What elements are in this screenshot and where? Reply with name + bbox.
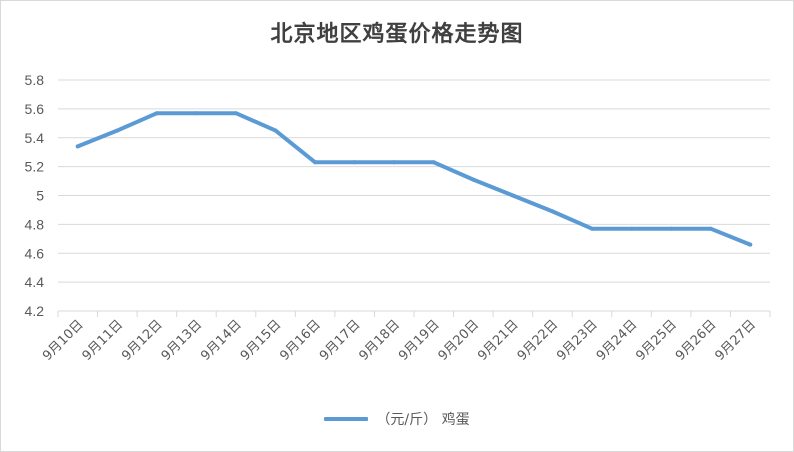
x-tick-label: 9月11日 bbox=[80, 317, 127, 364]
x-tick-label: 9月24日 bbox=[594, 317, 641, 364]
legend-label: （元/斤） 鸡蛋 bbox=[376, 412, 470, 428]
data-point bbox=[629, 226, 634, 231]
data-point bbox=[669, 226, 674, 231]
data-point bbox=[431, 160, 436, 165]
data-point bbox=[194, 111, 199, 116]
y-tick-label: 5.4 bbox=[25, 130, 45, 146]
x-tick-label: 9月21日 bbox=[475, 317, 522, 364]
x-tick-label: 9月25日 bbox=[633, 317, 680, 364]
data-point bbox=[154, 111, 159, 116]
data-point bbox=[392, 160, 397, 165]
y-tick-label: 5.6 bbox=[25, 101, 45, 117]
data-point bbox=[75, 144, 80, 149]
data-point bbox=[115, 128, 120, 133]
y-tick-label: 4.8 bbox=[25, 216, 45, 232]
data-point bbox=[590, 226, 594, 231]
x-tick-label: 9月16日 bbox=[277, 317, 324, 364]
x-tick-label: 9月13日 bbox=[159, 317, 206, 364]
data-point bbox=[234, 111, 238, 116]
x-tick-label: 9月23日 bbox=[554, 317, 601, 364]
x-tick-label: 9月10日 bbox=[40, 317, 87, 364]
x-tick-label: 9月26日 bbox=[673, 317, 720, 364]
x-tick-label: 9月15日 bbox=[238, 317, 285, 364]
data-point bbox=[708, 226, 713, 231]
data-point bbox=[748, 242, 753, 247]
x-tick-label: 9月20日 bbox=[436, 317, 483, 364]
y-tick-label: 4.4 bbox=[25, 274, 45, 290]
legend: （元/斤） 鸡蛋 bbox=[0, 409, 794, 429]
legend-swatch bbox=[324, 417, 369, 421]
x-tick-label: 9月18日 bbox=[357, 317, 404, 364]
series-line bbox=[75, 111, 753, 247]
data-point bbox=[550, 209, 555, 214]
chart-title: 北京地区鸡蛋价格走势图 bbox=[270, 22, 524, 47]
x-tick-label: 9月17日 bbox=[317, 317, 364, 364]
data-point bbox=[273, 128, 278, 133]
y-tick-label: 4.6 bbox=[25, 245, 45, 261]
y-tick-label: 4.2 bbox=[25, 303, 45, 319]
x-tick-label: 9月12日 bbox=[119, 317, 166, 364]
x-tick-label: 9月27日 bbox=[713, 317, 760, 364]
data-point bbox=[471, 177, 476, 182]
x-tick-label: 9月14日 bbox=[198, 317, 245, 364]
x-tick-label: 9月22日 bbox=[515, 317, 562, 364]
data-point bbox=[510, 193, 515, 198]
data-point bbox=[313, 160, 318, 165]
x-tick-label: 9月19日 bbox=[396, 317, 443, 364]
y-tick-label: 5.8 bbox=[25, 72, 45, 88]
data-point bbox=[352, 160, 357, 165]
y-tick-label: 5 bbox=[36, 188, 44, 204]
y-tick-label: 5.2 bbox=[25, 159, 45, 175]
